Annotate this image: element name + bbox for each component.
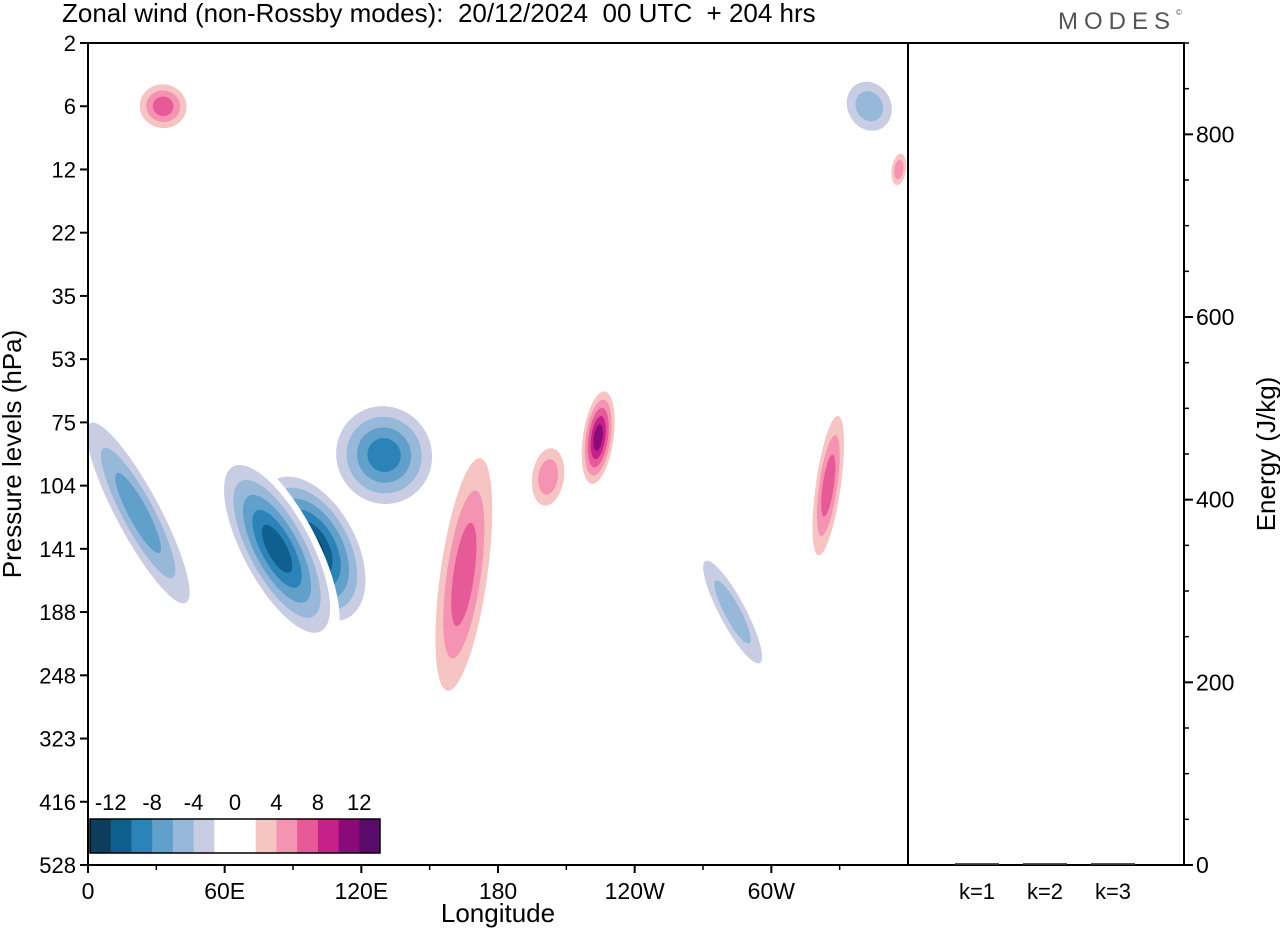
y-tick-label: 22: [52, 221, 76, 246]
y-tick-label: 2: [64, 31, 76, 56]
colorbar-label: 0: [229, 790, 241, 815]
colorbar-swatch: [317, 819, 339, 853]
colorbar-swatch: [110, 819, 132, 853]
x-axis-label: Longitude: [441, 898, 555, 928]
y-tick-label: 416: [39, 790, 76, 815]
colorbar-swatch: [214, 819, 236, 853]
energy-tick-label: 400: [1196, 487, 1234, 513]
colorbar-swatch: [338, 819, 360, 853]
x-tick-label: 60W: [748, 878, 796, 904]
y-tick-label: 188: [39, 600, 76, 625]
wind-contour: [855, 91, 884, 122]
wind-contour: [451, 522, 477, 627]
y-tick-label: 53: [52, 347, 76, 372]
wind-contour: [593, 424, 603, 451]
x-tick-label: 60E: [204, 878, 245, 904]
y-tick-label: 75: [52, 410, 76, 435]
energy-bar: [1091, 863, 1135, 865]
wind-contour: [538, 459, 559, 495]
colorbar-swatch: [255, 819, 277, 853]
colorbar-label: -8: [142, 790, 162, 815]
wind-contour: [115, 472, 161, 554]
y-tick-label: 141: [39, 537, 76, 562]
heatmap-background: [88, 43, 908, 865]
wind-contour: [714, 580, 751, 644]
colorbar-swatch: [152, 819, 174, 853]
y-tick-label: 323: [39, 727, 76, 752]
energy-bars: k=1 k=2 k=3: [955, 863, 1135, 904]
x-axis: 0 60E 120E 180 120W 60W: [82, 865, 841, 904]
x-tick-label: 0: [82, 878, 95, 904]
wind-contour: [894, 159, 904, 180]
energy-panel-frame: [907, 42, 1185, 866]
colorbar-swatch: [235, 819, 257, 853]
colorbar-label: 8: [312, 790, 324, 815]
wind-contour: [152, 96, 174, 116]
y-axis: 2 6 12 22 35 53 75 104 141 188 248 323 416 528: [39, 31, 88, 878]
colorbar-swatch: [276, 819, 298, 853]
colorbar-label: -4: [184, 790, 204, 815]
energy-tick-label: 800: [1196, 121, 1234, 147]
y-tick-label: 12: [52, 157, 76, 182]
x-tick-label: 120E: [334, 878, 388, 904]
wind-contour: [367, 438, 401, 473]
y-tick-label: 6: [64, 94, 76, 119]
colorbar-label: -12: [95, 790, 127, 815]
wind-field: [88, 72, 908, 724]
colorbar-swatch: [359, 819, 381, 853]
energy-tick-label: 600: [1196, 304, 1234, 330]
energy-bar: [955, 863, 999, 865]
colorbar-swatch: [172, 819, 194, 853]
y-tick-label: 35: [52, 284, 76, 309]
energy-bar: [1023, 863, 1067, 865]
colorbar-frame: [89, 818, 381, 854]
energy-axis: 0 200 400 600 800: [1184, 42, 1234, 878]
colorbar-swatch: [297, 819, 319, 853]
energy-tick-label: 200: [1196, 669, 1234, 695]
colorbar: -12 -8 -4 0 4 8 12: [87, 783, 383, 855]
colorbar-label: 4: [270, 790, 282, 815]
energy-category-label: k=3: [1095, 879, 1131, 904]
wind-contour: [821, 454, 836, 517]
y-axis-label: Pressure levels (hPa): [0, 330, 27, 579]
brand-mark: ©: [1176, 8, 1182, 17]
y-tick-label: 104: [39, 474, 76, 499]
energy-axis-label: Energy (J/kg): [1251, 377, 1280, 532]
brand-text: MODES: [1058, 8, 1177, 35]
x-tick-label: 180: [479, 878, 517, 904]
energy-tick-label: 0: [1196, 852, 1209, 878]
modes-logo: MODES©: [1058, 8, 1182, 36]
colorbar-label: 12: [347, 790, 371, 815]
y-tick-label: 528: [39, 853, 76, 878]
colorbar-swatch: [90, 819, 112, 853]
colorbar-swatch: [131, 819, 153, 853]
wind-contour: [261, 524, 293, 573]
energy-category-label: k=1: [959, 879, 995, 904]
colorbar-swatch: [193, 819, 215, 853]
chart-title: Zonal wind (non-Rossby modes): 20/12/202…: [62, 0, 816, 28]
x-tick-label: 120W: [605, 878, 665, 904]
energy-category-label: k=2: [1027, 879, 1063, 904]
y-tick-label: 248: [39, 663, 76, 688]
